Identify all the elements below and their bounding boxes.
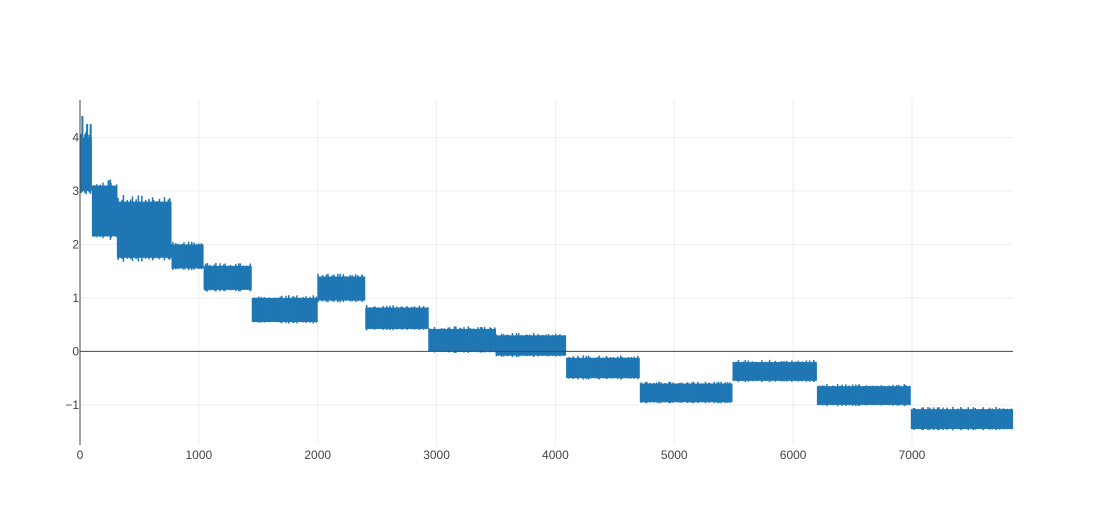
x-tick-labels: 0 1000 2000 3000 4000 5000 6000 7000 [77,448,926,462]
y-tick-label: −1 [65,398,79,412]
series-trace [80,116,1013,431]
series-band [428,328,496,352]
series-segment [203,262,252,292]
y-tick-label: 2 [72,237,79,251]
x-tick-label: 4000 [542,448,569,462]
axes [79,100,1013,445]
series-segment [91,179,118,240]
y-tick-label: 0 [72,344,79,358]
series-segment [495,332,567,358]
x-tick-label: 5000 [661,448,688,462]
x-tick-label: 6000 [780,448,807,462]
series-segment [566,355,640,380]
y-tick-label: 1 [72,291,79,305]
x-tick-label: 1000 [186,448,213,462]
series-segment [251,295,318,324]
series-segment [171,241,204,271]
series-band [203,265,252,290]
series-segment [428,326,496,353]
series-segment [639,381,733,404]
grid-lines [80,100,1013,445]
series-segment [116,194,172,262]
series-segment [365,304,429,331]
series-band [251,297,318,322]
series-segment [910,406,1013,431]
series-segment [732,359,817,383]
x-tick-label: 7000 [899,448,926,462]
x-tick-label: 2000 [304,448,331,462]
y-tick-label: 3 [72,184,79,198]
series-segment [816,383,911,407]
series-band [116,201,172,258]
x-tick-label: 3000 [423,448,450,462]
x-tick-label: 0 [77,448,84,462]
y-tick-labels: −1 0 1 2 3 4 [65,130,79,411]
y-tick-label: 4 [72,130,79,144]
series-segment [317,273,366,303]
